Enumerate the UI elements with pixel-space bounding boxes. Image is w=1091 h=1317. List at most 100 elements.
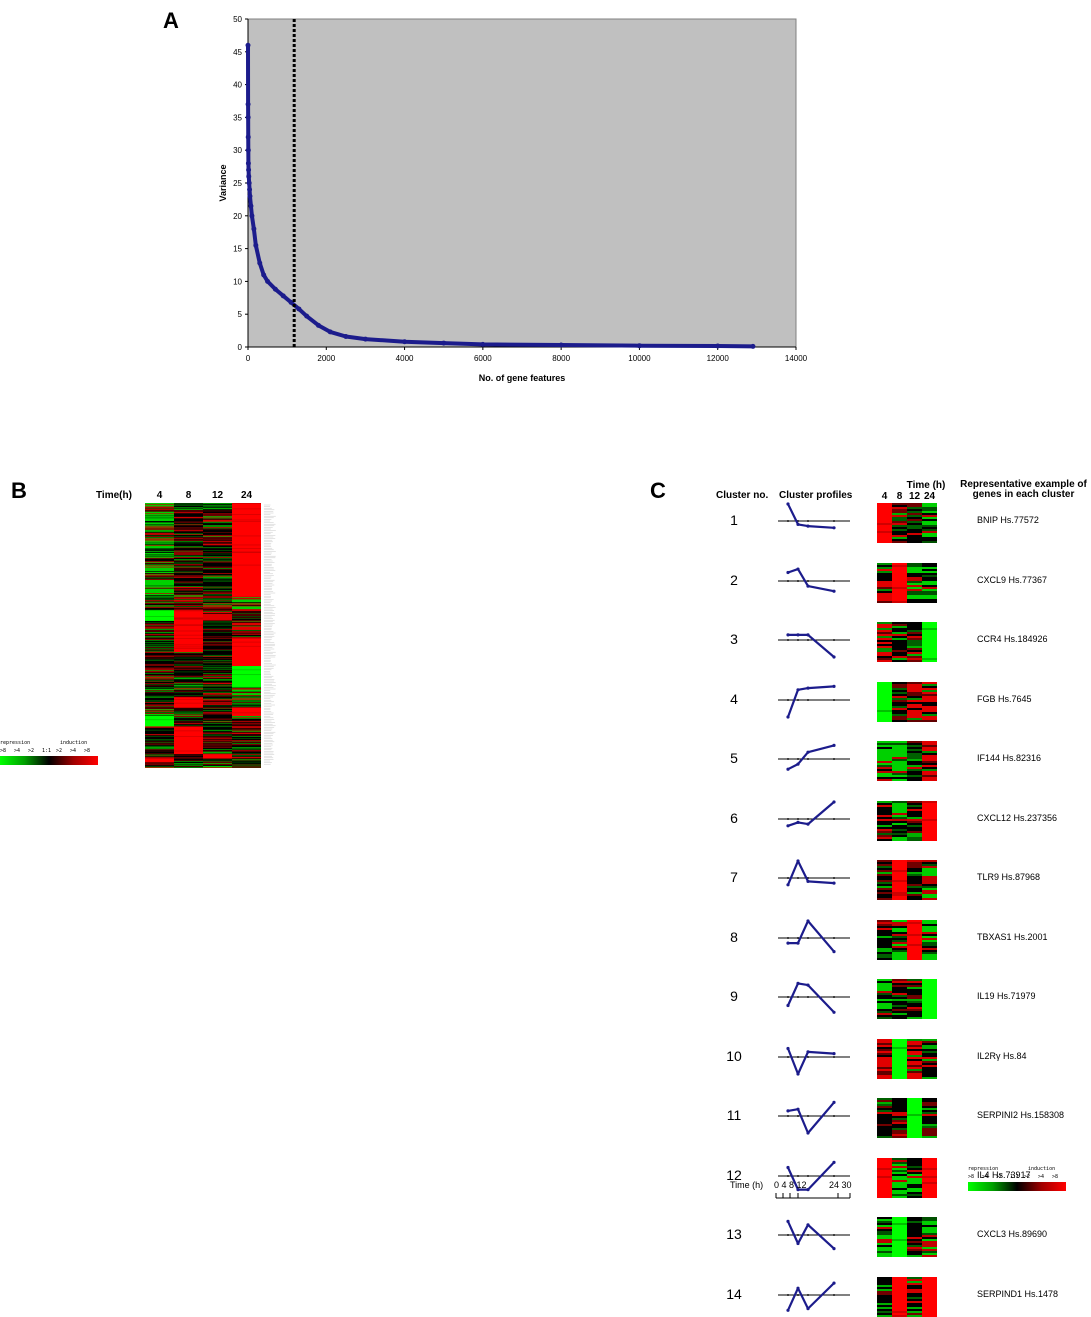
heatmap-cell [907, 1106, 922, 1109]
heatmap-cell [174, 729, 203, 731]
profile-point [806, 822, 810, 826]
heatmap-cell [203, 503, 232, 505]
heatmap-cell [907, 1072, 922, 1075]
heatmap-cell [232, 645, 261, 647]
heatmap-cell [877, 779, 892, 781]
heatmap-cell [232, 677, 261, 679]
heatmap-cell [203, 514, 232, 517]
heatmap-cell [203, 694, 232, 696]
heatmap-cell [145, 532, 174, 535]
heatmap-cell [145, 657, 174, 659]
heatmap-cell [907, 568, 922, 571]
heatmap-cell [232, 758, 261, 761]
heatmap-cell [203, 748, 232, 750]
heatmap-cell [145, 647, 174, 650]
heatmap-cell [922, 824, 937, 827]
heatmap-cell [892, 1249, 907, 1252]
heatmap-cell [907, 832, 922, 835]
heatmap-cell [232, 752, 261, 755]
heatmap-cell [232, 679, 261, 682]
heatmap-cell [877, 747, 892, 750]
heatmap-cell [145, 585, 174, 587]
heatmap-cell [907, 658, 922, 661]
heatmap-cell [892, 1292, 907, 1295]
heatmap-cell [145, 627, 174, 630]
heatmap-cell [145, 553, 174, 555]
heatmap-cell [877, 584, 892, 587]
heatmap-cell [145, 610, 174, 612]
heatmap-cell [907, 1060, 922, 1063]
heatmap-cell [174, 521, 203, 524]
heatmap-cell [892, 1302, 907, 1305]
heatmap-cell [232, 508, 261, 510]
heatmap-cell [892, 648, 907, 651]
data-point [441, 340, 447, 346]
heatmap-cell [232, 589, 261, 591]
heatmap-cell [203, 763, 232, 766]
heatmap-cell [877, 1048, 892, 1051]
heatmap-cell [892, 1159, 907, 1162]
heatmap-cell [232, 704, 261, 706]
heatmap-cell [232, 668, 261, 671]
heatmap-cell [203, 570, 232, 573]
heatmap-cell [232, 627, 261, 629]
heatmap-cell [892, 808, 907, 811]
heatmap-cell [145, 681, 174, 684]
data-point [315, 322, 321, 328]
heatmap-cell [892, 862, 907, 865]
heatmap-cell [877, 890, 892, 893]
heatmap-cell [174, 578, 203, 580]
heatmap-cell [877, 802, 892, 805]
heatmap-cell [232, 663, 261, 666]
heatmap-cell [203, 764, 232, 766]
heatmap-cell [892, 1167, 907, 1170]
heatmap-cell [232, 738, 261, 741]
heatmap-cell [907, 929, 922, 932]
heatmap-cell [145, 666, 174, 669]
heatmap-cell [145, 722, 174, 724]
heatmap-cell [232, 636, 261, 638]
y-axis-title: Variance [218, 164, 228, 201]
heatmap-cell [907, 586, 922, 589]
heatmap-cell [174, 515, 203, 517]
heatmap-cell [203, 552, 232, 554]
heatmap-cell [145, 507, 174, 509]
heatmap-cell [922, 1177, 937, 1180]
heatmap-cell [203, 586, 232, 588]
heatmap-cell [232, 543, 261, 546]
heatmap-cell [174, 553, 203, 555]
heatmap-cell [174, 627, 203, 629]
heatmap-cell [203, 738, 232, 741]
heatmap-cell [907, 1187, 922, 1190]
heatmap-cell [892, 987, 907, 990]
heatmap-cell [145, 704, 174, 706]
heatmap-cell [922, 808, 937, 811]
data-point [343, 334, 349, 340]
heatmap-cell [907, 703, 922, 706]
heatmap-cell [145, 755, 174, 757]
heatmap-cell [907, 1122, 922, 1125]
heatmap-cell [145, 754, 174, 756]
heatmap-cell [145, 671, 174, 673]
heatmap-cell [145, 737, 174, 739]
heatmap-cell [203, 620, 232, 622]
heatmap-cell [145, 558, 174, 560]
legend-tick-label: >8 [1052, 1174, 1059, 1180]
heatmap-cell [922, 1038, 937, 1041]
heatmap-cell [877, 1120, 892, 1123]
heatmap-cell [892, 642, 907, 645]
heatmap-cell [174, 507, 203, 509]
heatmap-cell [145, 573, 174, 576]
heatmap-cell [877, 991, 892, 994]
heatmap-cell [907, 820, 922, 823]
heatmap-cell [922, 741, 937, 744]
heatmap-cell [232, 742, 261, 744]
heatmap-cell [877, 1245, 892, 1248]
heatmap-cell [877, 1128, 892, 1131]
heatmap-cell [877, 931, 892, 934]
profile-line [787, 1101, 835, 1135]
profile-point [786, 570, 790, 574]
heatmap-cell [877, 919, 892, 922]
heatmap-cell [174, 571, 203, 573]
heatmap-cell [892, 882, 907, 885]
